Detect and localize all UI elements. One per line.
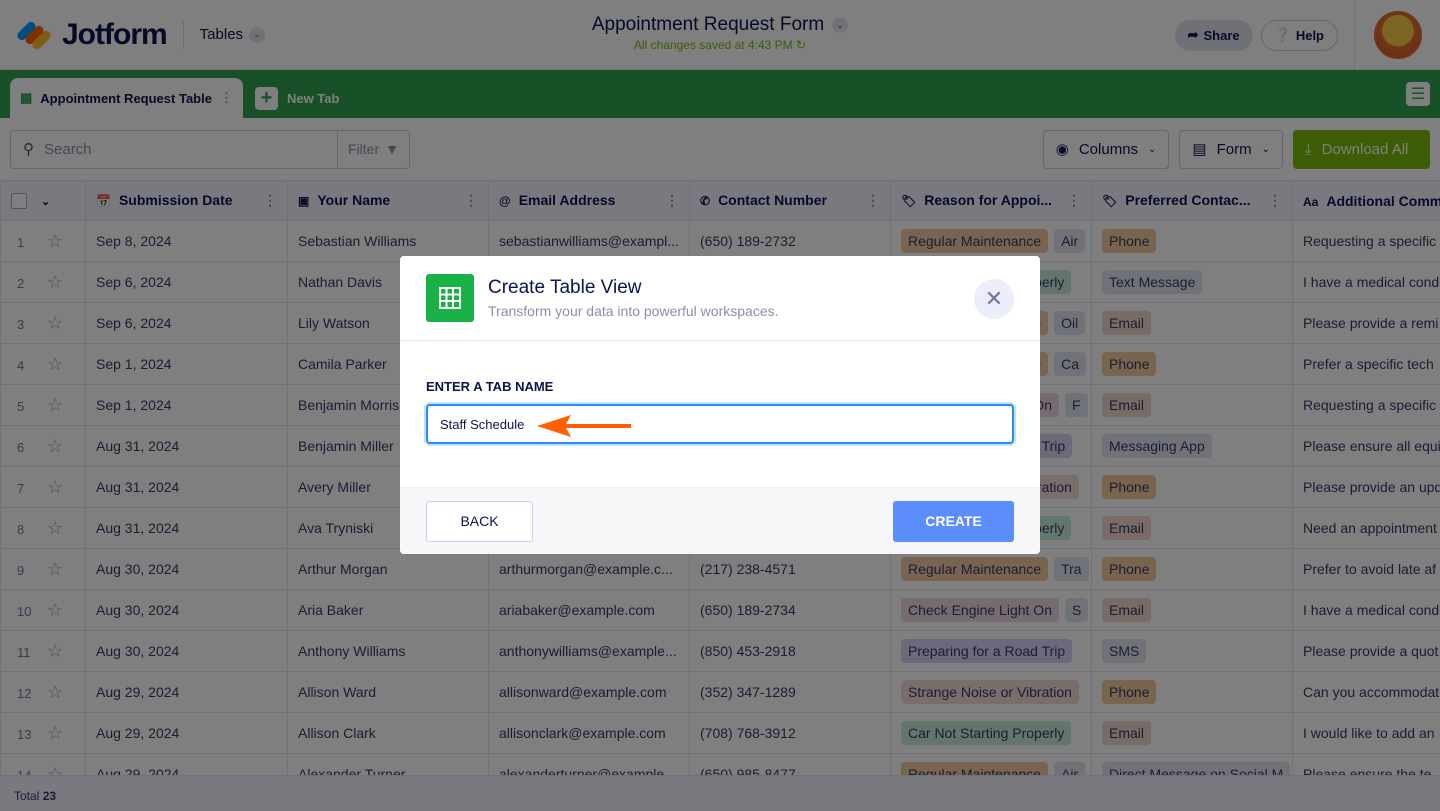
back-button[interactable]: BACK: [426, 500, 533, 542]
modal-title: Create Table View: [488, 277, 642, 298]
create-table-view-modal: Create Table View Transform your data int…: [400, 256, 1040, 554]
tab-name-input[interactable]: [426, 404, 1014, 444]
tab-name-label: ENTER A TAB NAME: [426, 379, 554, 394]
create-button[interactable]: CREATE: [893, 500, 1014, 542]
close-icon[interactable]: ✕: [974, 279, 1014, 319]
arrow-annotation-icon: [537, 415, 631, 437]
modal-subtitle: Transform your data into powerful worksp…: [488, 303, 779, 319]
table-icon: [426, 274, 474, 322]
